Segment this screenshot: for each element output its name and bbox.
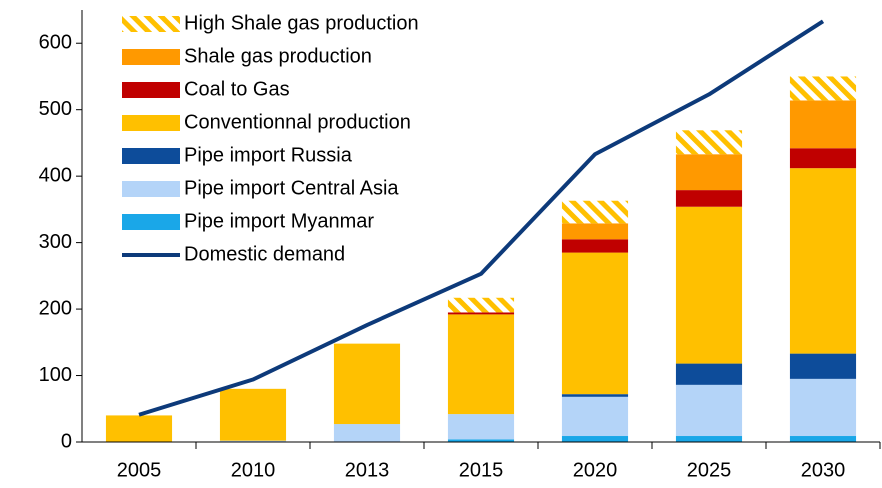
bar-segment xyxy=(333,424,401,442)
y-tick-label: 600 xyxy=(39,32,72,54)
bar-segment xyxy=(561,436,629,442)
bar-segment xyxy=(561,394,629,397)
bar-segment xyxy=(675,384,743,437)
bar-segment xyxy=(789,436,857,442)
bar-segment xyxy=(789,100,857,149)
bar-segment xyxy=(447,297,515,313)
x-tick-label: 2015 xyxy=(459,459,504,481)
x-tick-label: 2010 xyxy=(231,459,276,481)
bar-segment xyxy=(219,440,287,442)
x-tick-label: 2020 xyxy=(573,459,618,481)
bar-segment xyxy=(561,223,629,240)
line-series xyxy=(138,19,825,417)
bar-segment xyxy=(447,414,515,440)
bar-segment xyxy=(105,415,173,442)
bar-segment xyxy=(675,363,743,385)
legend-swatch xyxy=(122,16,180,32)
legend-swatch xyxy=(122,148,180,164)
y-tick-label: 200 xyxy=(39,297,72,319)
bar-segment xyxy=(789,168,857,354)
bar-segment xyxy=(447,439,515,442)
y-tick-label: 100 xyxy=(39,364,72,386)
bar-segment xyxy=(789,148,857,169)
y-tick-label: 300 xyxy=(39,231,72,253)
legend-label: Pipe import Russia xyxy=(184,144,353,166)
legend-label: High Shale gas production xyxy=(184,12,419,34)
legend-label: Shale gas production xyxy=(184,45,372,67)
legend-swatch xyxy=(122,214,180,230)
x-tick-label: 2030 xyxy=(801,459,846,481)
y-tick-label: 400 xyxy=(39,164,72,186)
x-tick-label: 2013 xyxy=(345,459,390,481)
bar-segment xyxy=(561,200,629,224)
legend-swatch xyxy=(122,181,180,197)
bar-segment xyxy=(675,130,743,155)
bar-segment xyxy=(447,314,515,415)
x-tick-label: 2005 xyxy=(117,459,162,481)
y-tick-label: 500 xyxy=(39,98,72,120)
bar-segment xyxy=(789,76,857,101)
x-tick-label: 2025 xyxy=(687,459,732,481)
legend-label: Pipe import Myanmar xyxy=(184,210,374,232)
legend-swatch xyxy=(122,115,180,131)
legend-label: Pipe import Central Asia xyxy=(184,177,399,199)
bar-segment xyxy=(561,239,629,253)
bar-segment xyxy=(789,353,857,379)
bar-segment xyxy=(219,388,287,441)
legend-label: Coal to Gas xyxy=(184,78,290,100)
legend-swatch xyxy=(122,82,180,98)
bar-segment xyxy=(561,396,629,437)
bar-segment xyxy=(789,378,857,437)
bar-segment xyxy=(675,190,743,207)
bar-segment xyxy=(447,312,515,315)
bar-segment xyxy=(675,206,743,364)
y-tick-label: 0 xyxy=(61,430,72,452)
bar-segment xyxy=(561,252,629,395)
legend-label: Domestic demand xyxy=(184,243,345,265)
bar-segment xyxy=(333,343,401,425)
bar-segment xyxy=(675,154,743,191)
legend-label: Conventionnal production xyxy=(184,111,411,133)
legend-swatch xyxy=(122,49,180,65)
bar-segment xyxy=(675,436,743,442)
